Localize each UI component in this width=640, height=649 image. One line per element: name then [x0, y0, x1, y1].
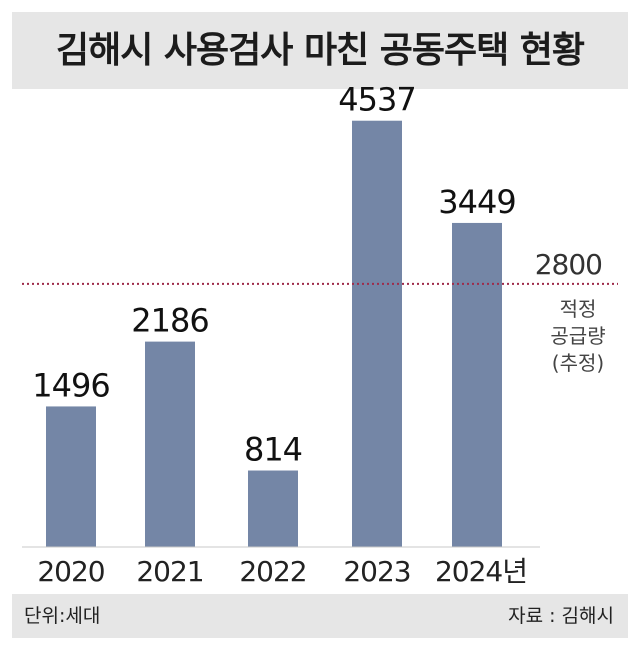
bar-2	[248, 470, 298, 547]
value-label-1: 2186	[131, 302, 208, 340]
category-label-0: 2020	[37, 555, 104, 588]
category-labels: 2020 2021 2022 2023 2024년	[37, 555, 528, 588]
bars-layer: 1496 2186 814 4537 3449	[32, 81, 517, 547]
footer-band	[12, 594, 628, 638]
category-label-2: 2022	[239, 555, 306, 588]
title-band	[12, 12, 628, 89]
reference-caption-line-0: 적정	[560, 297, 597, 321]
category-label-1: 2021	[136, 555, 203, 588]
source-note: 자료 : 김해시	[508, 605, 614, 627]
category-label-3: 2023	[343, 555, 410, 588]
reference-caption-line-2: (추정)	[552, 351, 604, 375]
reference-caption-line-1: 공급량	[550, 324, 605, 348]
value-label-3: 4537	[338, 81, 415, 119]
bar-0	[46, 406, 96, 547]
chart-title: 김해시 사용검사 마친 공동주택 현황	[56, 30, 585, 71]
unit-note: 단위:세대	[24, 605, 101, 627]
reference-value-label: 2800	[535, 248, 602, 281]
category-label-4: 2024년	[435, 555, 527, 588]
bar-4	[452, 222, 502, 547]
bar-3	[352, 120, 402, 547]
value-label-2: 814	[244, 431, 302, 469]
value-label-0: 1496	[32, 366, 109, 404]
bar-1	[145, 341, 195, 547]
value-label-4: 3449	[438, 183, 515, 221]
